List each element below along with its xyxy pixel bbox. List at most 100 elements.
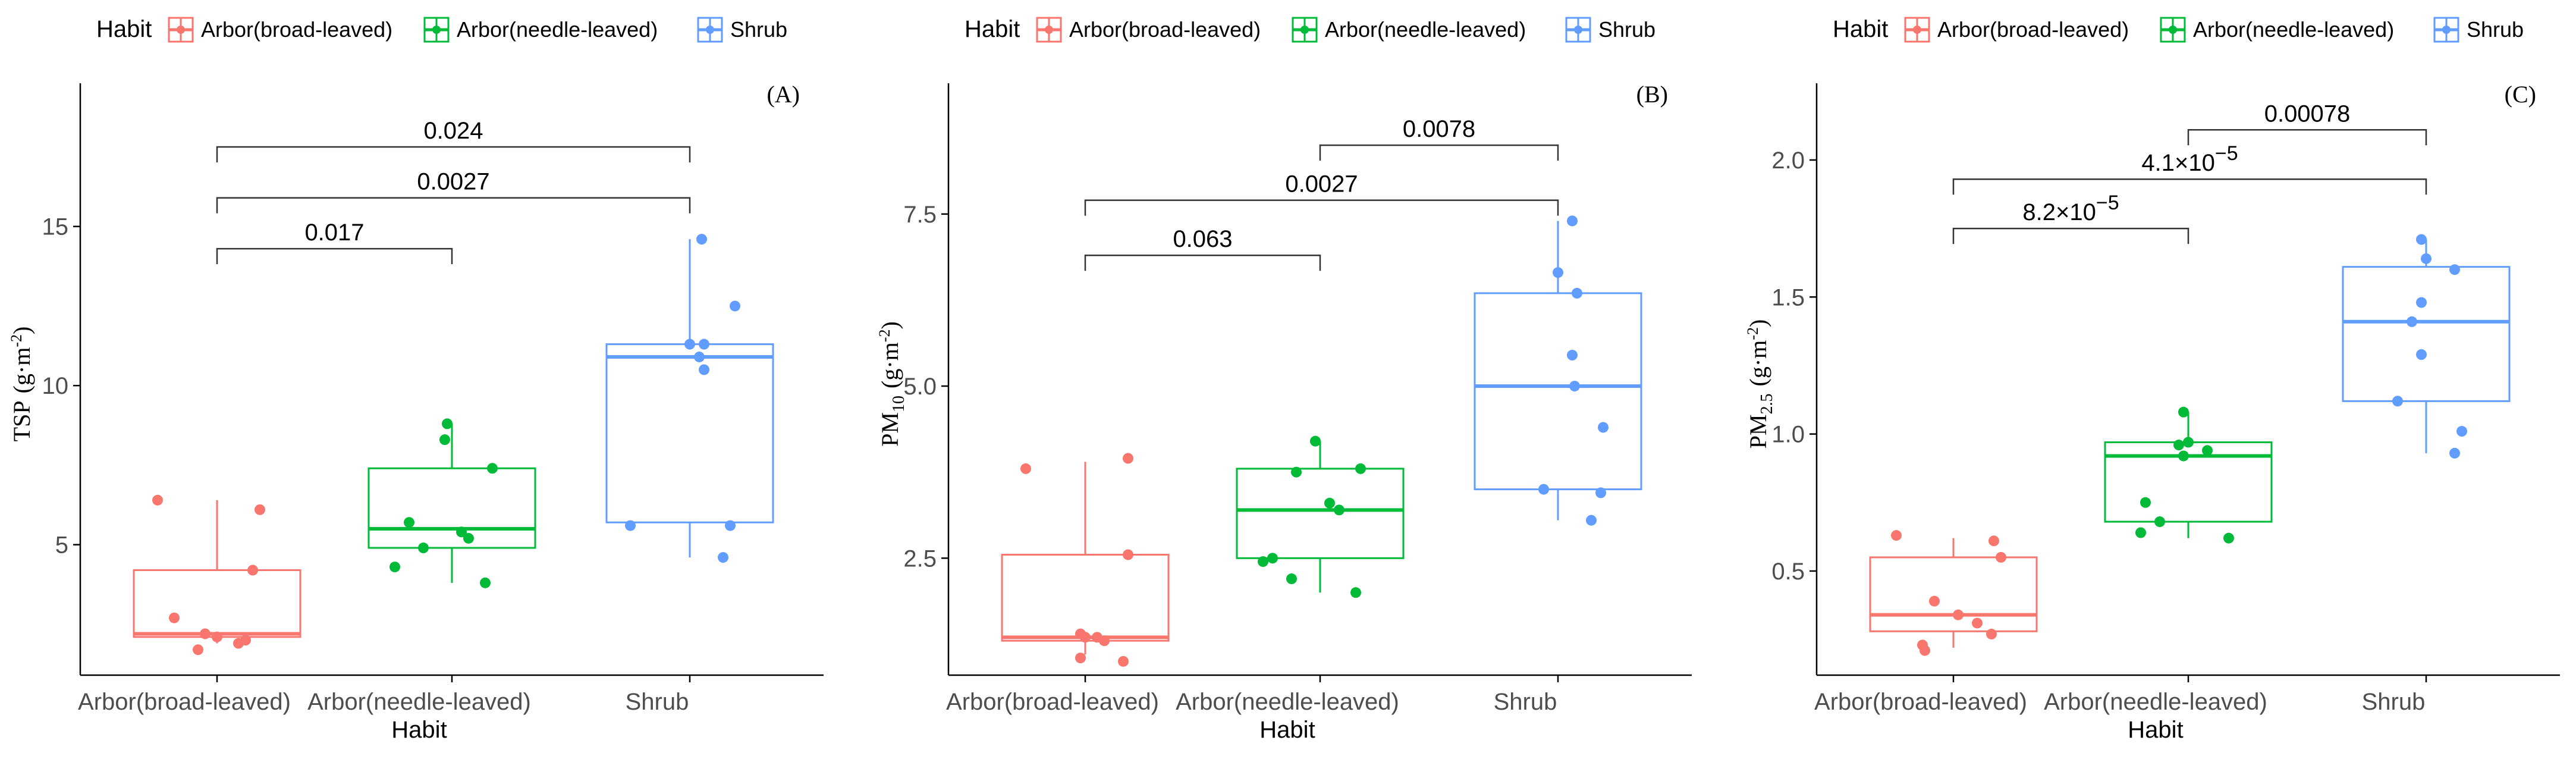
box-broad bbox=[1001, 462, 1170, 655]
legend-key-dot bbox=[432, 26, 441, 34]
x-axis-title: Habit bbox=[1259, 717, 1315, 743]
data-point-broad bbox=[1953, 609, 1964, 620]
data-point-shrub bbox=[1567, 215, 1578, 227]
x-axis-title: Habit bbox=[391, 717, 447, 743]
legend-label-needle: Arbor(needle-leaved) bbox=[1325, 17, 1526, 42]
data-point-shrub bbox=[1595, 487, 1606, 498]
panel-b: Habit Arbor(broad-leaved) Arbor(needle-lea… bbox=[876, 16, 1692, 743]
data-point-needle bbox=[1310, 435, 1321, 447]
legend-title: Habit bbox=[96, 16, 152, 42]
y-tick-label: 5 bbox=[55, 532, 68, 559]
box-iqr bbox=[605, 343, 774, 523]
data-point-broad bbox=[212, 631, 222, 642]
box-iqr bbox=[133, 569, 301, 638]
box-iqr bbox=[1236, 468, 1405, 559]
data-point-needle bbox=[442, 418, 453, 429]
p-value-base: 8.2×10 bbox=[2022, 199, 2096, 225]
bracket-p-value: 4.1×10−5 bbox=[2141, 142, 2238, 176]
legend-key-dot bbox=[1913, 26, 1921, 34]
bracket-line bbox=[1319, 144, 1559, 161]
x-tick-label: Shrub bbox=[626, 689, 689, 715]
legend-key-dot bbox=[2169, 26, 2177, 34]
y-axis-title-unit: (g·m bbox=[8, 347, 35, 394]
data-point-shrub bbox=[1572, 287, 1582, 299]
data-point-shrub bbox=[2392, 396, 2403, 407]
legend-key-needle bbox=[423, 17, 450, 43]
y-axis-title-main: PM bbox=[1745, 414, 1771, 449]
legend-label-needle: Arbor(needle-leaved) bbox=[2193, 17, 2394, 42]
significance-bracket: 4.1×10−5 bbox=[1952, 142, 2427, 195]
x-tick-label: Arbor(needle-leaved) bbox=[2044, 689, 2267, 715]
data-point-needle bbox=[2135, 527, 2146, 538]
bracket-line bbox=[1952, 227, 2189, 244]
legend-key-shrub bbox=[1565, 17, 1591, 43]
legend-key-broad bbox=[168, 17, 194, 43]
data-point-shrub bbox=[1538, 484, 1549, 495]
data-point-shrub bbox=[699, 364, 709, 375]
y-axis-title-subscript: 10 bbox=[890, 396, 908, 412]
bracket-line bbox=[216, 197, 691, 214]
data-point-needle bbox=[2140, 497, 2151, 508]
data-point-broad bbox=[1099, 635, 1110, 647]
bracket-p-value: 0.063 bbox=[1173, 226, 1232, 252]
box-iqr bbox=[1001, 554, 1170, 642]
data-point-needle bbox=[1258, 556, 1268, 567]
x-tick-label: Arbor(needle-leaved) bbox=[307, 689, 531, 715]
y-tick-label: 7.5 bbox=[903, 202, 937, 228]
y-axis-title-unit-close: ) bbox=[1745, 319, 1771, 327]
x-axis-title: Habit bbox=[2128, 717, 2183, 743]
data-point-needle bbox=[480, 577, 491, 588]
bracket-line bbox=[1084, 199, 1559, 216]
panel-label: (C) bbox=[2505, 81, 2536, 108]
y-tick-label: 1.5 bbox=[1771, 284, 1805, 311]
data-point-needle bbox=[1286, 573, 1297, 585]
data-point-needle bbox=[2173, 440, 2184, 451]
data-point-shrub bbox=[725, 520, 736, 531]
legend-label-needle: Arbor(needle-leaved) bbox=[457, 17, 658, 42]
data-point-shrub bbox=[2416, 297, 2427, 308]
y-axis-title-unit: (g·m bbox=[877, 342, 903, 388]
legend-key-needle bbox=[1292, 17, 1318, 43]
data-point-needle bbox=[1334, 504, 1344, 516]
y-axis-title-unit-close: ) bbox=[877, 321, 903, 329]
data-point-broad bbox=[1020, 463, 1031, 474]
data-point-needle bbox=[1324, 497, 1335, 509]
bracket-line bbox=[2187, 129, 2427, 146]
legend-key-broad bbox=[1036, 17, 1062, 43]
y-axis-title-exponent: -2 bbox=[8, 334, 25, 347]
box-shrub bbox=[2342, 239, 2511, 453]
legend-label-broad: Arbor(broad-leaved) bbox=[1937, 17, 2129, 42]
data-point-broad bbox=[152, 494, 163, 506]
data-point-broad bbox=[247, 565, 258, 576]
legend-key-needle bbox=[2160, 17, 2186, 43]
data-point-needle bbox=[2178, 450, 2189, 462]
y-tick-label: 2.0 bbox=[1771, 148, 1805, 174]
box-iqr bbox=[2342, 266, 2511, 402]
box-iqr bbox=[1869, 556, 2038, 632]
legend-label-shrub: Shrub bbox=[730, 17, 787, 42]
bracket-p-value: 8.2×10−5 bbox=[2022, 192, 2119, 225]
y-tick-label: 1.0 bbox=[1771, 422, 1805, 448]
bracket-p-value: 0.024 bbox=[423, 118, 483, 144]
data-point-needle bbox=[463, 532, 474, 544]
data-point-shrub bbox=[1567, 350, 1578, 361]
legend-key-broad bbox=[1904, 17, 1930, 43]
legend-label-broad: Arbor(broad-leaved) bbox=[201, 17, 392, 42]
data-point-needle bbox=[2183, 437, 2194, 448]
data-point-broad bbox=[1929, 595, 1940, 607]
data-point-shrub bbox=[2416, 349, 2427, 360]
data-point-shrub bbox=[699, 338, 709, 350]
data-point-needle bbox=[389, 562, 400, 573]
y-tick-label: 10 bbox=[42, 373, 69, 399]
y-axis-title-unit: (g·m bbox=[1745, 340, 1771, 387]
data-point-broad bbox=[193, 644, 203, 656]
data-point-needle bbox=[2178, 406, 2189, 418]
x-tick-label: Shrub bbox=[2362, 689, 2426, 715]
data-point-broad bbox=[1988, 535, 1999, 547]
panel-a: Habit Arbor(broad-leaved) Arbor(needle-lea… bbox=[8, 16, 824, 743]
p-value-exponent: −5 bbox=[2096, 192, 2119, 214]
data-point-shrub bbox=[696, 234, 707, 245]
bracket-line bbox=[216, 247, 453, 265]
bracket-p-value: 0.017 bbox=[304, 219, 364, 246]
